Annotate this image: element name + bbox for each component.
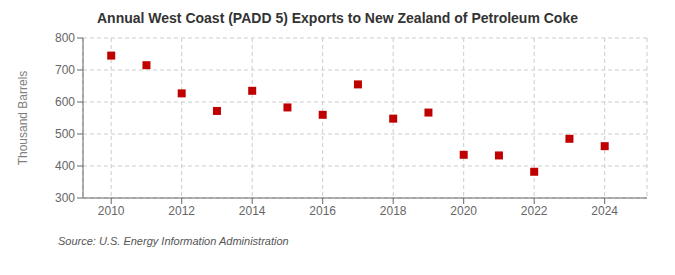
svg-text:2016: 2016 <box>309 204 336 218</box>
svg-text:2020: 2020 <box>450 204 477 218</box>
svg-text:2010: 2010 <box>98 204 125 218</box>
svg-text:600: 600 <box>55 95 75 109</box>
html-text:Annual West Coast (PADD 5) Exp: Annual West Coast (PADD 5) Exports to Ne… <box>97 10 578 26</box>
html-text:Source: U.S. Energy Informatio: Source: U.S. Energy Information Administ… <box>58 235 289 247</box>
svg-text:2014: 2014 <box>239 204 266 218</box>
svg-text:2022: 2022 <box>521 204 548 218</box>
svg-text:2018: 2018 <box>380 204 407 218</box>
svg-text:500: 500 <box>55 127 75 141</box>
svg-text:2012: 2012 <box>168 204 195 218</box>
svg-text:2024: 2024 <box>591 204 618 218</box>
svg-text:700: 700 <box>55 63 75 77</box>
svg-text:800: 800 <box>55 31 75 45</box>
svg-text:Thousand Barrels: Thousand Barrels <box>16 71 30 166</box>
svg-text:300: 300 <box>55 191 75 205</box>
svg-text:400: 400 <box>55 159 75 173</box>
